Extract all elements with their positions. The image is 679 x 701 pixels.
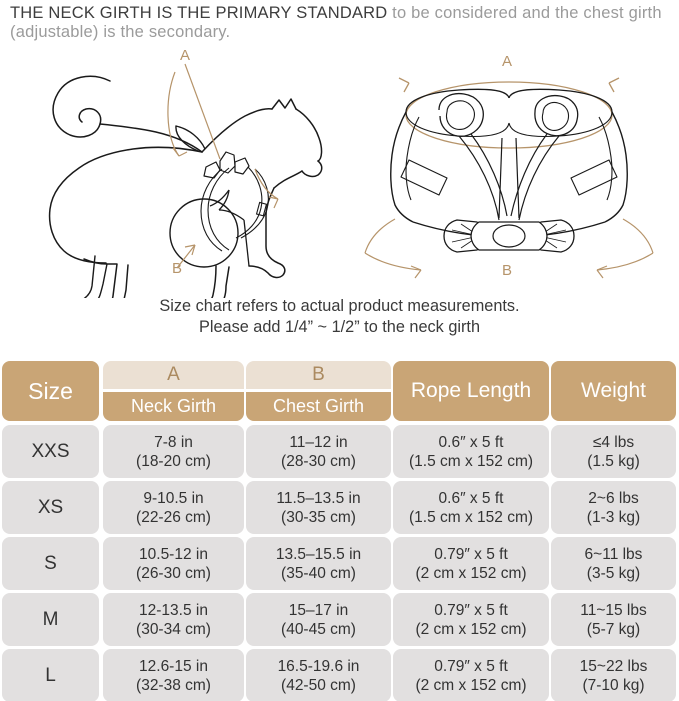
- svg-text:A: A: [180, 48, 190, 64]
- svg-text:B: B: [502, 262, 512, 279]
- svg-text:A: A: [502, 53, 512, 70]
